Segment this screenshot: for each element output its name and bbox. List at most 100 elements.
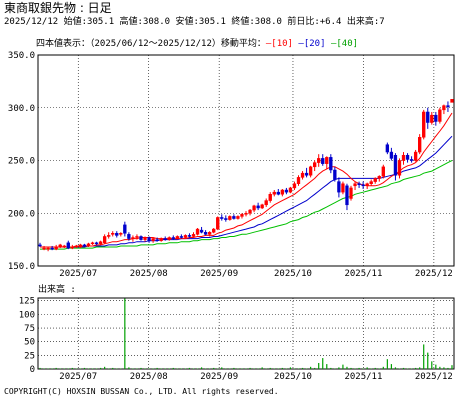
candle-body: [288, 187, 293, 193]
volume-bar: [362, 368, 364, 369]
volume-bar: [176, 368, 178, 369]
candle-body: [159, 238, 163, 241]
candle-body: [98, 241, 103, 245]
volume-bar: [160, 368, 162, 369]
volume-bar: [269, 367, 271, 369]
volume-bar: [184, 368, 187, 369]
candle-body: [163, 238, 167, 240]
candle-body: [377, 176, 381, 179]
legend-ma10: —[10]: [265, 39, 293, 49]
volume-bar: [301, 367, 304, 369]
volume-bar: [318, 362, 320, 369]
volume-bar: [245, 368, 247, 369]
candle-body: [333, 169, 337, 180]
volume-bar: [188, 367, 191, 369]
volume-bar: [83, 367, 86, 369]
volume-bar: [382, 366, 384, 369]
volume-bar: [200, 367, 203, 369]
price-y-tick-label: 200.0: [8, 209, 35, 219]
volume-bar: [100, 367, 102, 369]
volume-x-tick-label: 2025/09: [200, 372, 238, 382]
volume-plot-frame: [37, 297, 455, 370]
candle-body: [123, 224, 127, 234]
candle-body: [216, 217, 220, 230]
volume-bar: [370, 368, 372, 369]
candle-body: [135, 236, 139, 238]
price-y-tick-label: 300.0: [8, 104, 35, 114]
volume-bar: [451, 365, 453, 369]
candle-body: [264, 200, 268, 206]
price-y-tick-label: 150.0: [8, 262, 35, 272]
volume-bar: [136, 368, 138, 369]
volume-bar: [261, 367, 263, 369]
candle-body: [304, 172, 309, 176]
volume-bar: [390, 364, 392, 369]
candle-body: [256, 205, 260, 209]
legend-ma20: —[20]: [298, 39, 326, 49]
volume-bar: [168, 368, 170, 369]
volume-bar: [164, 368, 166, 369]
price-x-tick-label: 2025/10: [274, 269, 312, 279]
candle-body: [240, 214, 244, 217]
candle-body: [244, 213, 248, 215]
volume-bar: [447, 367, 449, 369]
candle-body: [434, 114, 438, 122]
candle-body: [62, 245, 66, 248]
quote-summary: 2025/12/12 始値:305.1 高値:308.0 安値:305.1 終値…: [4, 17, 385, 27]
candle-body: [212, 228, 216, 233]
volume-bar: [322, 358, 324, 369]
volume-bar: [63, 368, 65, 369]
volume-bar: [108, 368, 110, 369]
candle-body: [385, 144, 390, 153]
candle-body: [446, 105, 450, 107]
volume-bar: [346, 366, 348, 369]
volume-y-tick-label: 25: [24, 351, 35, 361]
candle-body: [107, 235, 111, 237]
candle-body: [232, 216, 236, 219]
candle-body: [127, 234, 131, 239]
price-x-tick-label: 2025/12: [415, 269, 453, 279]
volume-bar: [104, 366, 106, 369]
candle-body: [296, 177, 301, 184]
volume-bar: [55, 367, 57, 369]
candle-body: [70, 246, 74, 249]
volume-bar: [378, 368, 380, 369]
candle-body: [369, 181, 373, 184]
candle-body: [284, 189, 289, 193]
candle-body: [220, 217, 224, 219]
candle-body: [409, 159, 414, 161]
candle-body: [280, 189, 285, 195]
candle-body: [82, 244, 87, 247]
candle-body: [349, 187, 353, 199]
candle-body: [143, 237, 147, 240]
volume-bar: [338, 367, 340, 369]
candle-body: [58, 244, 62, 248]
volume-bar: [402, 367, 405, 369]
volume-bar: [67, 368, 69, 369]
volume-bar: [120, 368, 122, 369]
candle-body: [341, 183, 345, 193]
candle-body: [252, 205, 256, 211]
volume-bar: [358, 367, 360, 369]
volume-bar: [419, 367, 421, 369]
volume-bar: [342, 364, 344, 369]
volume-bar: [435, 364, 437, 369]
volume-bar: [132, 368, 134, 369]
candle-body: [260, 204, 264, 209]
volume-bar: [326, 364, 328, 369]
candle-body: [438, 109, 442, 122]
ma40-line: [40, 160, 453, 250]
volume-y-tick-label: 125: [19, 297, 35, 307]
candle-body: [321, 158, 325, 164]
candle-body: [337, 181, 341, 193]
volume-bar: [87, 368, 90, 369]
volume-bar: [241, 368, 243, 369]
volume-bar: [415, 367, 417, 369]
candle-body: [325, 157, 329, 164]
candle-body: [413, 151, 418, 161]
candle-body: [329, 157, 333, 171]
volume-bar: [285, 368, 287, 369]
volume-bar: [265, 368, 267, 369]
price-x-tick-label: 2025/11: [344, 269, 382, 279]
candle-body: [357, 183, 361, 186]
